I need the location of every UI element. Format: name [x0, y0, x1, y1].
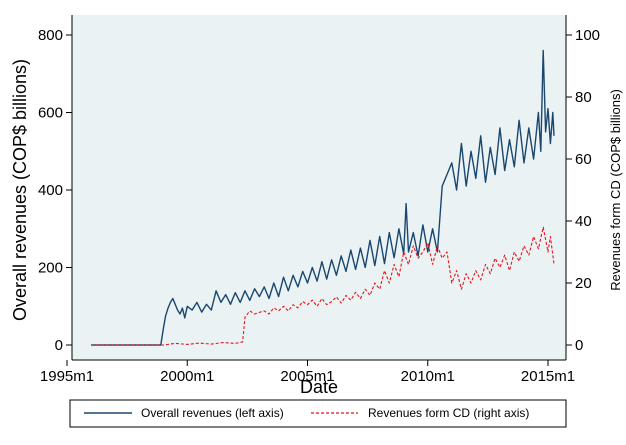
left-y-axis-label: Overall revenues (COP$ billions) [10, 59, 30, 321]
right-tick-label: 60 [575, 151, 592, 168]
right-tick-label: 80 [575, 89, 592, 106]
left-tick-label: 400 [38, 182, 63, 199]
x-tick-label: 2015m1 [521, 368, 575, 385]
right-y-axis: 0 20 40 60 80 100 [565, 15, 600, 360]
x-tick-label: 2005m1 [280, 368, 334, 385]
left-tick-label: 0 [55, 337, 63, 354]
left-y-axis: 0 200 400 600 800 [38, 15, 73, 360]
plot-area [72, 15, 566, 360]
right-tick-label: 40 [575, 213, 592, 230]
x-axis-label: Date [300, 377, 338, 397]
series-cd-revenues-line [91, 226, 555, 346]
right-tick-label: 100 [575, 27, 600, 44]
legend: Overall revenues (left axis) Revenues fo… [69, 399, 567, 428]
left-tick-label: 600 [38, 105, 63, 122]
right-tick-label: 20 [575, 275, 592, 292]
legend-label-cd: Revenues form CD (right axis) [368, 406, 529, 420]
x-tick-label: 1995m1 [40, 368, 94, 385]
left-tick-label: 200 [38, 260, 63, 277]
series-lines [91, 49, 555, 346]
right-tick-label: 0 [575, 337, 583, 354]
x-tick-label: 2010m1 [401, 368, 455, 385]
legend-label-overall: Overall revenues (left axis) [141, 406, 284, 420]
right-y-axis-label: Revenues form CD (COP$ billions) [608, 89, 623, 291]
x-axis: 1995m1 2000m1 2005m1 2010m1 2015m1 [40, 359, 575, 385]
series-overall-revenues-line [91, 49, 555, 346]
x-tick-label: 2000m1 [160, 368, 214, 385]
left-tick-label: 800 [38, 27, 63, 44]
